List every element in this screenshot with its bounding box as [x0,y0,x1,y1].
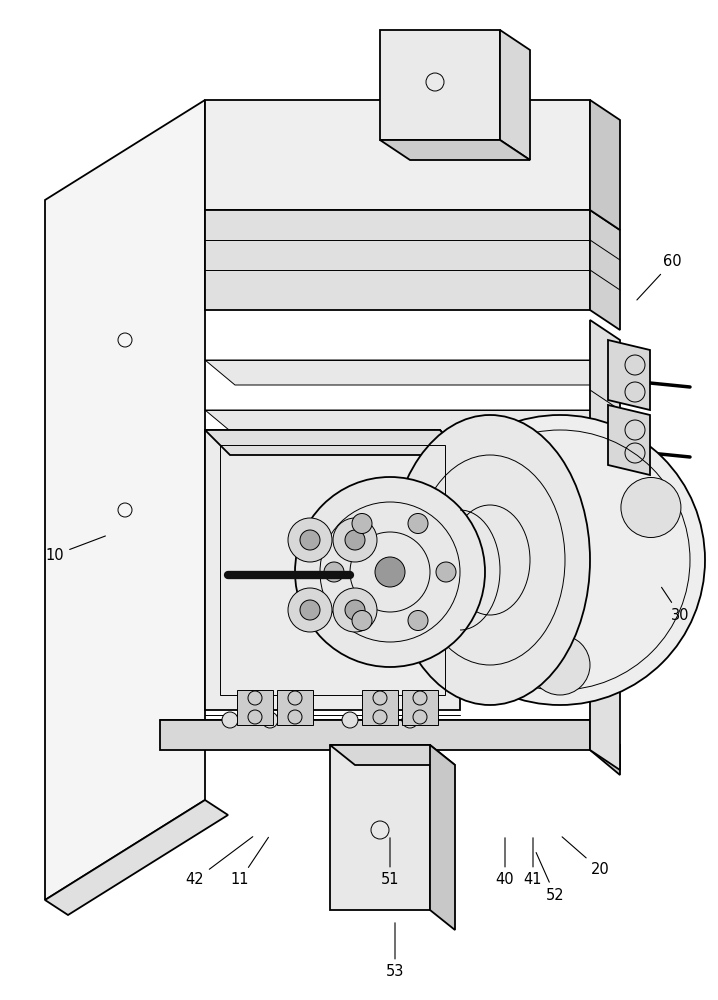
Polygon shape [608,340,650,410]
Polygon shape [160,720,590,750]
Text: 52: 52 [536,853,564,902]
Circle shape [300,600,320,620]
Polygon shape [330,745,430,910]
Polygon shape [160,720,620,745]
Circle shape [222,712,238,728]
Polygon shape [237,690,273,725]
Circle shape [530,635,590,695]
Circle shape [288,588,332,632]
Circle shape [436,562,456,582]
Polygon shape [330,745,455,765]
Polygon shape [402,690,438,725]
Circle shape [300,530,320,550]
Text: 42: 42 [186,837,253,888]
Polygon shape [205,360,620,385]
Polygon shape [205,430,460,455]
Circle shape [324,562,344,582]
Text: 41: 41 [523,838,542,888]
Polygon shape [380,140,530,160]
Polygon shape [205,100,590,210]
Circle shape [288,518,332,562]
Polygon shape [430,745,455,930]
Circle shape [342,712,358,728]
Circle shape [262,712,278,728]
Polygon shape [380,30,500,140]
Polygon shape [205,410,620,435]
Text: 20: 20 [562,837,610,878]
Circle shape [345,530,365,550]
Polygon shape [205,430,460,710]
Text: 11: 11 [230,837,269,888]
Polygon shape [590,720,620,775]
Text: 40: 40 [495,838,514,888]
Polygon shape [362,690,398,725]
Circle shape [415,415,705,705]
Text: 10: 10 [46,536,106,562]
Circle shape [402,712,418,728]
Polygon shape [205,210,590,310]
Text: 51: 51 [381,838,399,888]
Polygon shape [608,405,650,475]
Polygon shape [45,800,228,915]
Polygon shape [590,100,620,230]
Circle shape [375,557,405,587]
Polygon shape [590,320,620,770]
Polygon shape [500,30,530,160]
Circle shape [352,514,372,534]
Ellipse shape [390,415,590,705]
Polygon shape [277,690,313,725]
Circle shape [295,477,485,667]
Polygon shape [590,210,620,330]
Circle shape [621,478,681,538]
Polygon shape [45,100,205,900]
Circle shape [408,514,428,534]
Circle shape [439,478,499,538]
Circle shape [352,610,372,630]
Circle shape [345,600,365,620]
Circle shape [333,518,377,562]
Text: 53: 53 [386,923,404,980]
Circle shape [333,588,377,632]
Circle shape [408,610,428,630]
Text: 30: 30 [661,587,689,622]
Text: 60: 60 [637,254,681,300]
